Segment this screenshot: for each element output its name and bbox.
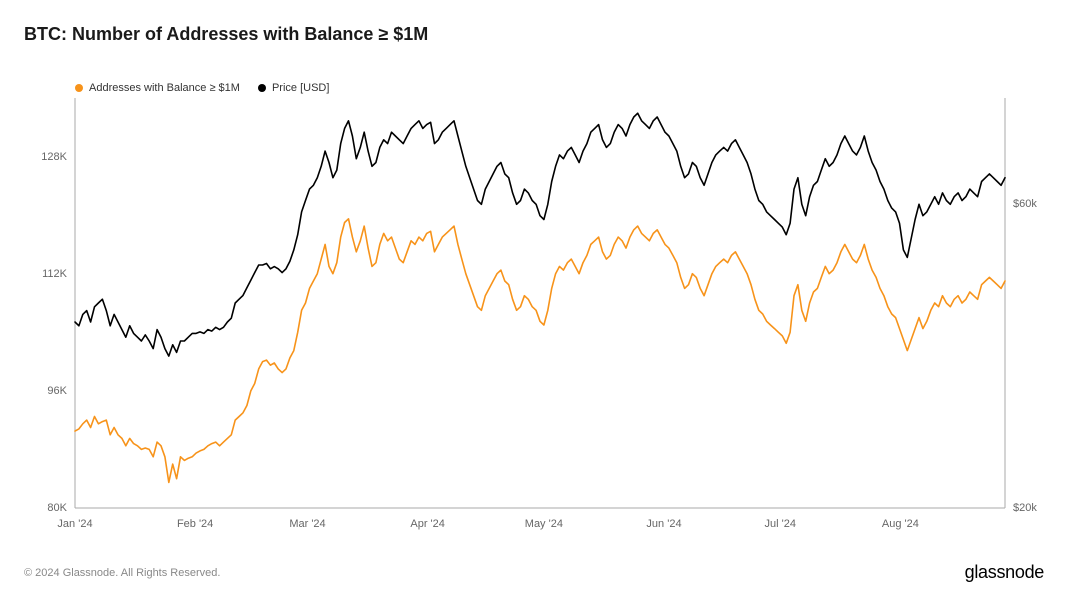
y-left-tick-label: 96K — [35, 385, 67, 397]
x-tick-label: Jul '24 — [765, 518, 796, 530]
chart-svg — [75, 98, 1005, 508]
series-addresses — [75, 219, 1005, 483]
y-left-tick-label: 80K — [35, 502, 67, 514]
chart-plot-area — [75, 98, 1005, 508]
x-tick-label: Mar '24 — [289, 518, 325, 530]
x-tick-label: May '24 — [525, 518, 563, 530]
brand-logo: glassnode — [965, 562, 1044, 583]
legend-label-addresses: Addresses with Balance ≥ $1M — [89, 82, 240, 94]
chart-footer: © 2024 Glassnode. All Rights Reserved. g… — [24, 562, 1044, 583]
legend-item-price: Price [USD] — [258, 82, 329, 94]
x-tick-label: Aug '24 — [882, 518, 919, 530]
legend-dot-addresses — [75, 84, 83, 92]
x-tick-label: Apr '24 — [410, 518, 445, 530]
y-left-tick-label: 128K — [35, 151, 67, 163]
legend-item-addresses: Addresses with Balance ≥ $1M — [75, 82, 240, 94]
legend-dot-price — [258, 84, 266, 92]
y-right-tick-label: $60k — [1013, 198, 1037, 210]
x-tick-label: Jun '24 — [646, 518, 681, 530]
x-tick-label: Jan '24 — [57, 518, 92, 530]
x-tick-label: Feb '24 — [177, 518, 213, 530]
y-right-tick-label: $20k — [1013, 502, 1037, 514]
y-left-tick-label: 112K — [35, 268, 67, 280]
copyright-text: © 2024 Glassnode. All Rights Reserved. — [24, 567, 220, 579]
chart-legend: Addresses with Balance ≥ $1M Price [USD] — [75, 82, 329, 94]
chart-title: BTC: Number of Addresses with Balance ≥ … — [24, 24, 428, 45]
legend-label-price: Price [USD] — [272, 82, 329, 94]
